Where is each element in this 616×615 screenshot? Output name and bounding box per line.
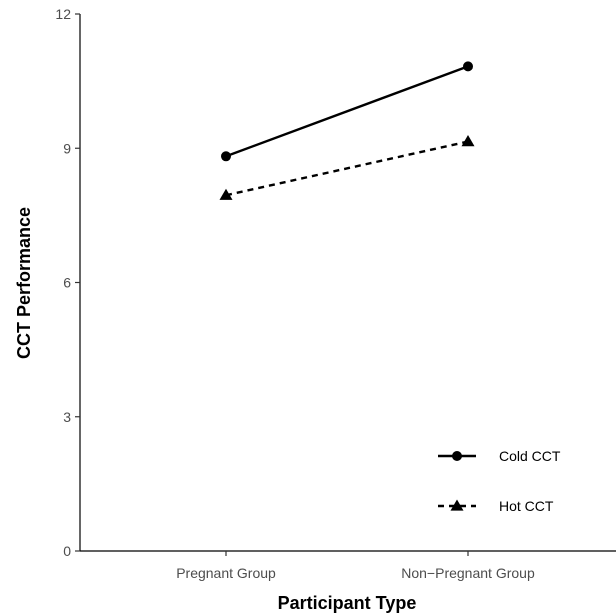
x-axis-title: Participant Type [278, 593, 417, 613]
legend-key-marker [452, 451, 462, 461]
series-line-0 [225, 65, 469, 158]
y-tick-label: 12 [55, 6, 71, 22]
y-tick-label: 9 [63, 140, 71, 156]
series-line-1 [225, 140, 469, 197]
data-point [463, 61, 473, 72]
y-axis-title: CCT Performance [14, 207, 34, 359]
y-tick-label: 0 [63, 543, 71, 559]
legend-key-marker [450, 499, 464, 511]
data-point [219, 188, 233, 200]
data-point [461, 135, 475, 147]
data-point [221, 151, 231, 162]
y-tick-label: 3 [63, 409, 71, 425]
legend-label: Cold CCT [499, 448, 561, 464]
y-ticks: 0 3 6 9 12 [55, 6, 80, 559]
legend-label: Hot CCT [499, 498, 554, 514]
legend: Cold CCT Hot CCT [438, 448, 561, 514]
series-layer [219, 61, 475, 200]
x-tick-label: Pregnant Group [176, 565, 276, 581]
y-tick-label: 6 [63, 275, 71, 291]
x-tick-label: Non−Pregnant Group [401, 565, 535, 581]
x-ticks: Pregnant Group Non−Pregnant Group [176, 551, 535, 581]
plot-area: 0 3 6 9 12 Pregnant Group Non−Pregnant Group [55, 6, 616, 581]
